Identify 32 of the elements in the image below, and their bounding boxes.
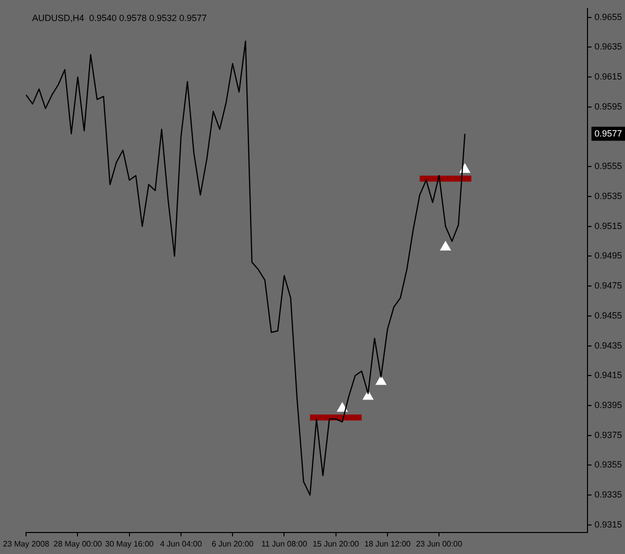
y-tick-label: 0.9455: [594, 310, 622, 320]
y-tick-label: 0.9415: [594, 370, 622, 380]
y-tick-label: 0.9435: [594, 340, 622, 350]
y-tick-label: 0.9615: [594, 72, 622, 82]
y-tick-label: 0.9495: [594, 250, 622, 261]
x-tick-label: 30 May 16:00: [105, 539, 154, 548]
x-tick-label: 28 May 00:00: [54, 539, 103, 548]
y-tick-label: 0.9395: [594, 400, 622, 410]
x-tick-label: 15 Jun 20:00: [312, 539, 360, 548]
y-tick-label: 0.9315: [594, 519, 622, 530]
y-tick-label: 0.9635: [594, 42, 622, 52]
point: [363, 390, 374, 400]
y-tick-label: 0.9535: [594, 190, 622, 201]
point: [337, 402, 348, 412]
y-tick-label: 0.9335: [594, 490, 622, 500]
x-tick-label: 11 Jun 08:00: [261, 539, 308, 548]
x-tick-label: 4 Jun 04:00: [160, 539, 202, 548]
point: [440, 242, 451, 251]
y-tick-label: 0.9655: [594, 12, 622, 22]
x-tick-label: 6 Jun 20:00: [212, 539, 254, 548]
x-tick-label: 23 Jun 00:00: [416, 539, 463, 548]
y-tick-label: 0.9475: [594, 280, 622, 291]
x-tick-label: 18 Jun 12:00: [364, 539, 412, 548]
y-tick-label: 0.9595: [594, 101, 622, 112]
point: [376, 376, 386, 385]
y-tick-label: 0.9515: [594, 220, 622, 231]
text: 0.9577: [594, 128, 622, 138]
y-tick-label: 0.9555: [594, 161, 622, 172]
x-tick-label: 23 May 2008: [2, 539, 50, 548]
y-tick-label: 0.9375: [594, 430, 622, 440]
text: AUDUSD,H4 0.9540 0.9578 0.9532 0.9577: [32, 12, 207, 23]
y-tick-label: 0.9355: [594, 460, 622, 470]
